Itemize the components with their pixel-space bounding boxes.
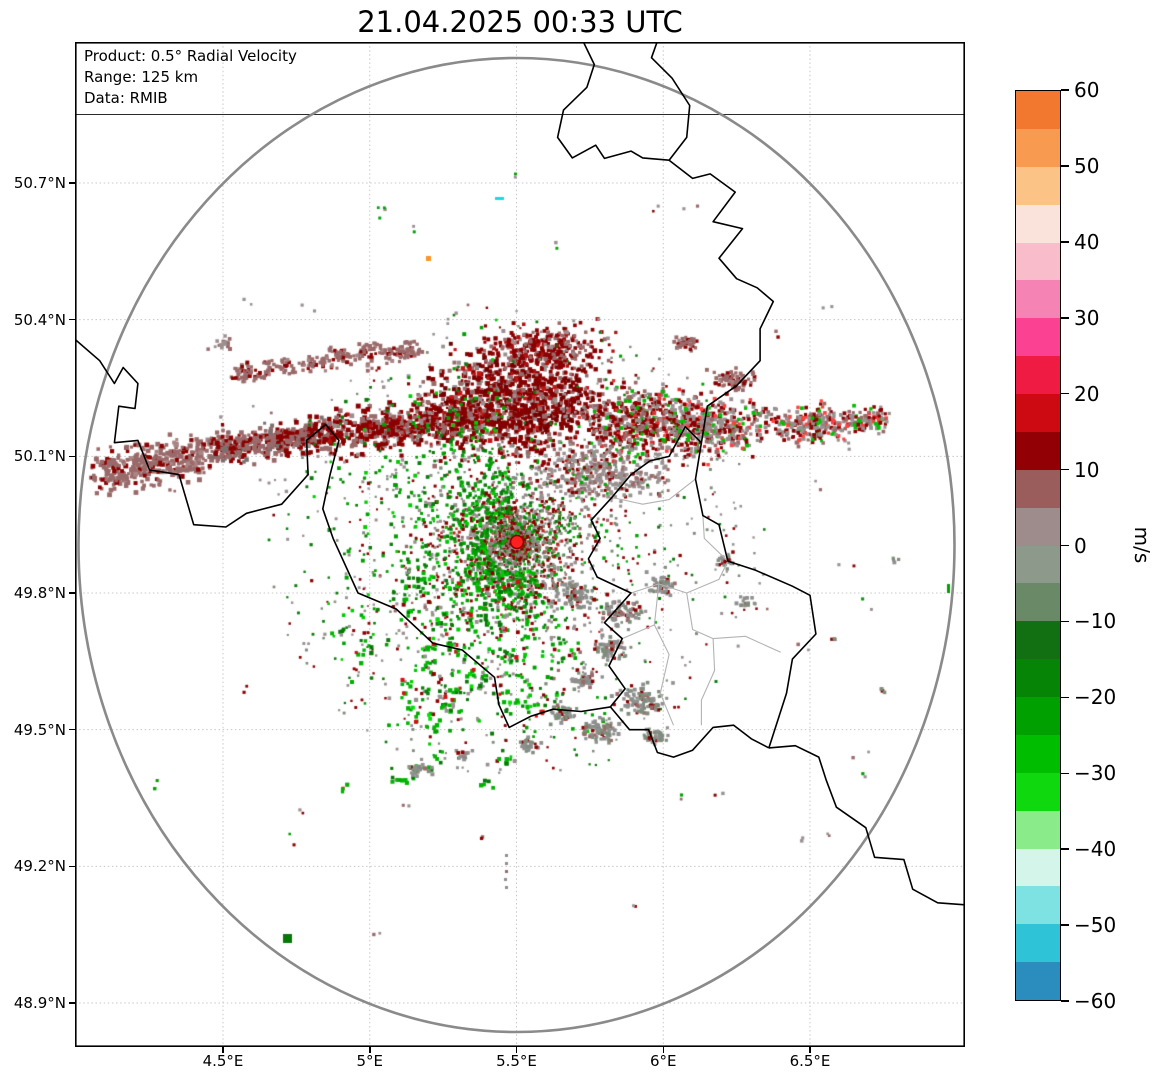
x-axis-tick — [809, 1047, 811, 1053]
colorbar-tick-label: −40 — [1074, 837, 1117, 862]
y-axis-tick — [69, 318, 75, 321]
colorbar-tick-label: 20 — [1074, 381, 1100, 406]
y-axis-tick-label: 48.9°N — [13, 994, 66, 1012]
colorbar-tick-label: −10 — [1074, 609, 1117, 634]
colorbar-segment — [1016, 583, 1060, 622]
y-axis-tick — [69, 455, 75, 458]
colorbar-segment — [1016, 280, 1060, 319]
colorbar-tick — [1061, 1000, 1069, 1002]
colorbar-segment — [1016, 128, 1060, 167]
colorbar-segment — [1016, 659, 1060, 697]
country-border — [694, 442, 817, 749]
colorbar-segment — [1016, 431, 1060, 470]
x-axis-tick — [515, 1047, 518, 1053]
x-axis-tick-label: 6°E — [649, 1052, 677, 1070]
y-axis-tick — [69, 865, 75, 868]
colorbar-tick-label: 40 — [1074, 229, 1100, 254]
district-border — [630, 560, 729, 594]
colorbar-tick — [1061, 165, 1069, 167]
colorbar-tick-label: −60 — [1074, 989, 1117, 1013]
colorbar-tick — [1061, 772, 1069, 774]
colorbar-tick — [1061, 468, 1069, 471]
y-axis-tick-label: 49.8°N — [13, 584, 66, 602]
district-border — [611, 478, 696, 505]
colorbar-segment — [1016, 166, 1060, 205]
x-axis-tick-label: 5.5°E — [496, 1052, 537, 1070]
colorbar-segment — [1016, 886, 1060, 925]
colorbar-segment — [1016, 394, 1060, 432]
district-border — [702, 515, 729, 562]
colorbar-segment — [1016, 621, 1060, 660]
colorbar-tick — [1061, 924, 1069, 926]
x-axis-tick-label: 6.5°E — [789, 1052, 831, 1070]
colorbar-tick-label: 50 — [1074, 153, 1100, 178]
colorbar-segment — [1016, 318, 1060, 357]
y-axis-tick-label: 49.2°N — [13, 857, 66, 876]
colorbar-segment — [1016, 697, 1060, 735]
country-border — [75, 338, 611, 729]
country-border — [556, 42, 670, 161]
country-border — [768, 744, 965, 906]
colorbar-tick-label: 10 — [1074, 457, 1100, 482]
colorbar-segment — [1016, 962, 1060, 1000]
colorbar-tick — [1061, 848, 1069, 850]
y-axis-tick-label: 50.7°N — [13, 174, 66, 192]
district-border — [621, 624, 655, 640]
colorbar-tick — [1061, 696, 1069, 699]
x-axis-tick-label: 4.5°E — [202, 1052, 244, 1070]
colorbar-segment — [1016, 204, 1060, 243]
colorbar-tick — [1061, 620, 1069, 623]
district-border — [653, 583, 675, 726]
colorbar-tick — [1061, 317, 1069, 319]
country-border — [650, 42, 691, 161]
y-axis-tick-label: 50.4°N — [13, 310, 66, 329]
country-border — [587, 425, 702, 708]
country-border — [609, 706, 770, 758]
colorbar-tick — [1061, 241, 1069, 243]
colorbar-segment — [1016, 734, 1060, 773]
figure-title: 21.04.2025 00:33 UTC — [357, 5, 683, 39]
colorbar — [1015, 90, 1061, 1001]
x-axis-tick — [369, 1047, 371, 1053]
colorbar-segment — [1016, 924, 1060, 963]
colorbar-tick-label: 30 — [1074, 305, 1100, 330]
y-axis-tick — [69, 592, 75, 594]
colorbar-tick — [1061, 544, 1069, 547]
y-axis-tick-label: 50.1°N — [13, 447, 66, 466]
colorbar-segment — [1016, 242, 1060, 281]
colorbar-tick-label: −20 — [1074, 685, 1117, 710]
colorbar-segment — [1016, 507, 1060, 546]
district-border — [713, 635, 781, 653]
y-axis-tick — [69, 728, 75, 731]
colorbar-segment — [1016, 848, 1060, 887]
district-border — [686, 592, 716, 726]
colorbar-tick-label: 60 — [1074, 78, 1100, 102]
colorbar-segment — [1016, 469, 1060, 508]
colorbar-tick-label: 0 — [1074, 533, 1087, 558]
radar-site-marker — [509, 534, 525, 550]
colorbar-segment — [1016, 772, 1060, 811]
colorbar-tick-label: −30 — [1074, 761, 1117, 786]
colorbar-segment — [1016, 91, 1060, 129]
colorbar-segment — [1016, 545, 1060, 584]
colorbar-segment — [1016, 356, 1060, 394]
colorbar-segment — [1016, 810, 1060, 849]
x-axis-tick — [662, 1047, 664, 1053]
plot-frame — [75, 42, 965, 1047]
borders-layer — [75, 42, 965, 1047]
x-axis-tick-label: 5°E — [356, 1052, 384, 1070]
country-border — [668, 159, 775, 443]
y-axis-tick-label: 49.5°N — [13, 720, 66, 739]
map-plot-area: Product: 0.5° Radial Velocity Range: 125… — [75, 42, 965, 1047]
y-axis-tick — [69, 182, 75, 184]
colorbar-tick-label: −50 — [1074, 913, 1117, 938]
x-axis-tick — [222, 1047, 224, 1053]
colorbar-tick — [1061, 89, 1069, 91]
y-axis-tick — [69, 1002, 75, 1004]
colorbar-tick — [1061, 392, 1069, 395]
colorbar-unit-label: m/s — [1130, 526, 1154, 564]
